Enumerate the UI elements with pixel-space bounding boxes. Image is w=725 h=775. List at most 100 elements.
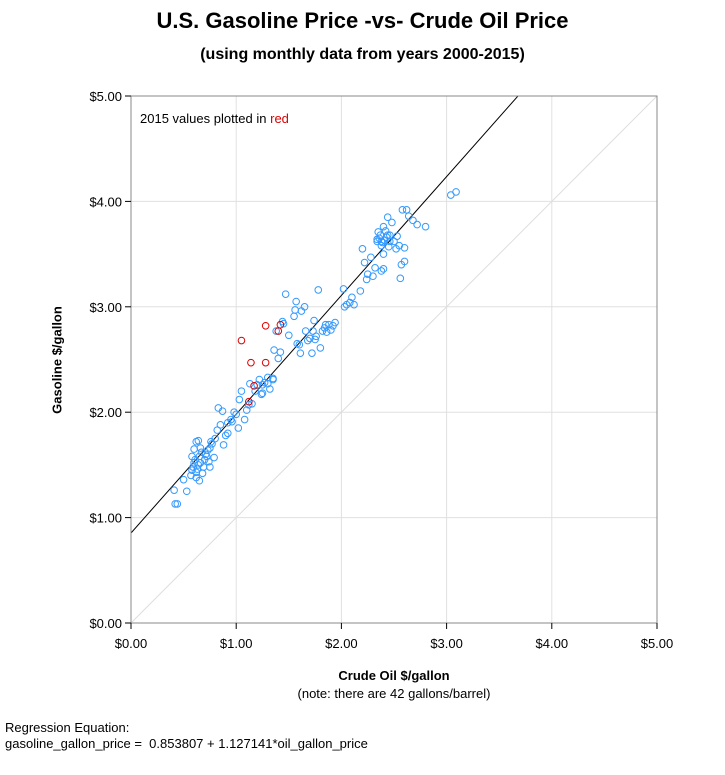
data-point: [237, 387, 246, 395]
data-point: [327, 326, 335, 334]
data-point-2015: [250, 382, 258, 390]
data-point: [198, 469, 207, 478]
data-point: [379, 250, 388, 258]
data-point: [402, 206, 411, 214]
data-point-2015: [237, 336, 246, 345]
data-point: [360, 258, 369, 267]
data-point-2015: [276, 320, 285, 329]
data-point: [270, 346, 278, 354]
data-point: [356, 287, 365, 295]
data-point: [211, 434, 219, 443]
data-point: [377, 237, 386, 246]
y-tick-label: $2.00: [89, 405, 122, 420]
data-point: [312, 332, 320, 341]
data-point: [308, 349, 316, 357]
data-point: [190, 445, 198, 453]
data-point: [303, 336, 312, 345]
data-point: [253, 380, 262, 389]
data-point: [195, 476, 204, 485]
data-point: [240, 415, 249, 424]
x-tick-label: $5.00: [641, 636, 674, 651]
data-point: [404, 212, 413, 220]
data-point: [346, 298, 354, 307]
data-point: [348, 293, 356, 302]
axis-ticks: $0.00 $1.00 $2.00 $3.00 $4.00 $5.00 $0.00 $1.00…: [89, 89, 673, 651]
data-point: [276, 348, 285, 356]
data-point: [409, 216, 417, 225]
data-point: [400, 257, 409, 266]
data-point: [245, 401, 253, 409]
data-point: [388, 218, 396, 227]
data-point: [194, 436, 203, 445]
data-point: [196, 444, 205, 452]
y-tick-label: $4.00: [89, 194, 122, 209]
data-point-2015: [261, 358, 270, 367]
data-point: [279, 319, 288, 328]
data-point-2015: [245, 397, 253, 406]
data-point: [398, 206, 407, 214]
data-point: [173, 500, 182, 508]
data-point: [395, 241, 404, 250]
data-point: [234, 424, 243, 432]
data-point: [314, 286, 323, 294]
x-tick-label: $0.00: [115, 636, 148, 651]
x-tick-label: $2.00: [325, 636, 358, 651]
data-point: [292, 297, 300, 306]
data-point: [274, 354, 283, 363]
data-point: [272, 327, 280, 335]
data-point: [203, 446, 212, 454]
data-point: [350, 300, 358, 309]
data-point: [400, 243, 409, 252]
data-point: [311, 335, 319, 344]
data-point: [383, 213, 392, 222]
data-point: [263, 379, 272, 388]
data-point: [385, 237, 394, 246]
data-point: [230, 408, 238, 417]
data-point: [210, 453, 218, 462]
data-point: [358, 245, 367, 253]
data-point: [182, 487, 191, 496]
data-point-2015: [261, 321, 270, 330]
x-tick-label: $3.00: [430, 636, 463, 651]
annotation-highlight: red: [270, 111, 289, 126]
data-point: [379, 222, 388, 231]
y-tick-label: $1.00: [89, 511, 122, 526]
data-point: [316, 344, 325, 352]
data-point: [290, 312, 298, 321]
data-point: [377, 241, 386, 250]
data-point: [235, 395, 244, 404]
data-point: [179, 475, 188, 484]
data-point: [171, 500, 179, 508]
data-point: [296, 349, 305, 357]
data-point: [363, 270, 372, 278]
data-point: [281, 290, 290, 298]
data-point: [421, 222, 430, 231]
data-point: [340, 303, 349, 311]
data-point: [246, 379, 254, 388]
data-point: [258, 380, 267, 389]
annotation-text: 2015 values plotted in red: [140, 111, 289, 126]
data-point: [322, 328, 331, 336]
data-point: [371, 264, 379, 272]
data-point: [331, 318, 339, 327]
data-point: [188, 452, 196, 461]
x-axis-note: (note: there are 42 gallons/barrel): [297, 686, 491, 701]
x-tick-label: $4.00: [536, 636, 569, 651]
data-point: [413, 220, 421, 229]
fit-lines: [131, 96, 657, 623]
y-tick-label: $5.00: [89, 89, 122, 104]
regression-equation: gasoline_gallon_price = 0.853807 + 1.127…: [5, 736, 368, 751]
x-axis-label: Crude Oil $/gallon: [338, 668, 450, 683]
data-point: [194, 461, 203, 469]
data-point: [206, 463, 214, 471]
data-point: [291, 306, 299, 314]
data-point: [266, 385, 274, 393]
data-point: [216, 421, 225, 429]
data-point: [339, 285, 348, 293]
data-point: [384, 242, 393, 251]
data-point: [367, 253, 375, 262]
data-point: [393, 232, 401, 240]
reference-line: [131, 96, 657, 623]
data-point: [377, 267, 386, 275]
data-point: [228, 417, 236, 426]
